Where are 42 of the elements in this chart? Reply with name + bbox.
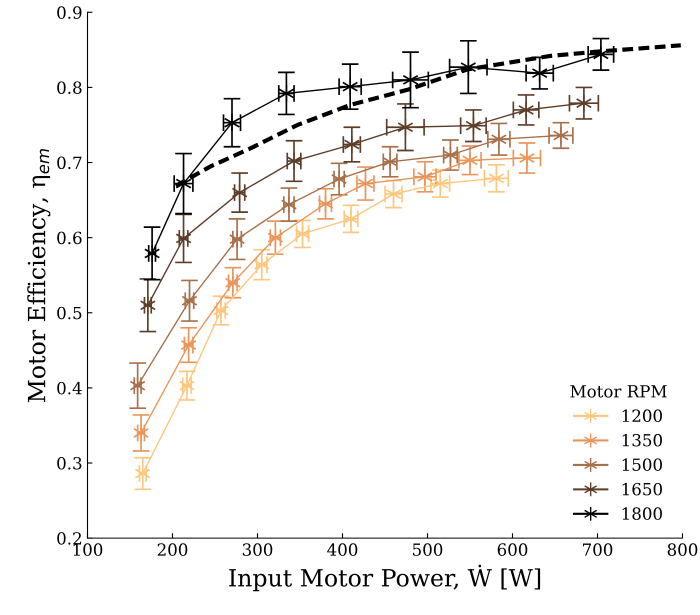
x-tick-label: 500 xyxy=(413,543,442,556)
point xyxy=(518,148,535,168)
point xyxy=(552,126,569,145)
point xyxy=(134,464,151,483)
point xyxy=(180,336,197,354)
point xyxy=(462,151,478,170)
x-tick-label: 300 xyxy=(242,543,272,556)
point xyxy=(133,424,150,442)
legend-title: Motor RPM xyxy=(570,385,667,398)
y-tick-label: 0.9 xyxy=(57,6,82,19)
point xyxy=(229,230,246,248)
point xyxy=(176,229,192,248)
legend-label: 1800 xyxy=(622,507,662,520)
y-tick-label: 0.4 xyxy=(57,382,82,394)
legend-label: 1650 xyxy=(622,482,662,496)
x-tick-label: 700 xyxy=(582,543,612,556)
y-axis-title: Motor Efficiency, η$_{em}$ xyxy=(27,149,50,402)
legend-label: 1200 xyxy=(622,409,662,422)
legend-label: 1350 xyxy=(622,434,662,447)
x-tick-label: 800 xyxy=(668,543,698,556)
y-tick-label: 0.8 xyxy=(57,81,82,94)
point xyxy=(224,274,241,292)
point xyxy=(402,70,419,90)
y-tick-label: 0.2 xyxy=(57,532,82,545)
y-tick-label: 0.3 xyxy=(57,456,82,470)
y-tick-label: 0.7 xyxy=(57,156,82,170)
point xyxy=(144,244,160,263)
x-tick-label: 200 xyxy=(158,543,188,556)
y-tick-label: 0.6 xyxy=(57,232,82,244)
x-tick-label: 100 xyxy=(74,543,102,556)
point xyxy=(212,301,229,320)
point xyxy=(140,296,156,314)
legend-label: 1500 xyxy=(622,458,662,471)
x-tick-label: 600 xyxy=(498,543,528,556)
point xyxy=(518,100,534,120)
point xyxy=(181,292,198,310)
point xyxy=(416,168,433,186)
x-axis-title: Input Motor Power, Ẇ [W] xyxy=(229,564,540,592)
point xyxy=(178,376,195,395)
point xyxy=(130,376,146,395)
y-tick-label: 0.5 xyxy=(57,306,82,320)
x-tick-label: 400 xyxy=(327,543,358,556)
